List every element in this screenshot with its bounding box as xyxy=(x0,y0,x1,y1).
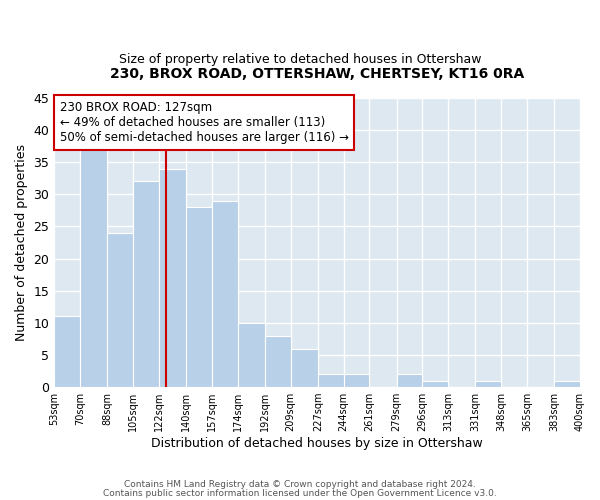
Bar xyxy=(344,374,370,387)
Bar xyxy=(54,316,80,387)
Bar xyxy=(397,374,422,387)
Bar xyxy=(159,168,186,387)
Text: Contains HM Land Registry data © Crown copyright and database right 2024.: Contains HM Land Registry data © Crown c… xyxy=(124,480,476,489)
Text: 230 BROX ROAD: 127sqm
← 49% of detached houses are smaller (113)
50% of semi-det: 230 BROX ROAD: 127sqm ← 49% of detached … xyxy=(59,101,349,144)
Bar xyxy=(212,200,238,387)
Text: Contains public sector information licensed under the Open Government Licence v3: Contains public sector information licen… xyxy=(103,488,497,498)
Bar xyxy=(475,380,501,387)
Bar xyxy=(238,323,265,387)
Text: Size of property relative to detached houses in Ottershaw: Size of property relative to detached ho… xyxy=(119,52,481,66)
Bar xyxy=(186,207,212,387)
Title: 230, BROX ROAD, OTTERSHAW, CHERTSEY, KT16 0RA: 230, BROX ROAD, OTTERSHAW, CHERTSEY, KT1… xyxy=(110,68,524,82)
Bar xyxy=(422,380,448,387)
Bar xyxy=(265,336,290,387)
Bar xyxy=(318,374,344,387)
Bar xyxy=(133,182,159,387)
Bar xyxy=(554,380,580,387)
X-axis label: Distribution of detached houses by size in Ottershaw: Distribution of detached houses by size … xyxy=(151,437,483,450)
Bar xyxy=(290,348,318,387)
Bar xyxy=(107,233,133,387)
Bar xyxy=(80,150,107,387)
Y-axis label: Number of detached properties: Number of detached properties xyxy=(15,144,28,341)
